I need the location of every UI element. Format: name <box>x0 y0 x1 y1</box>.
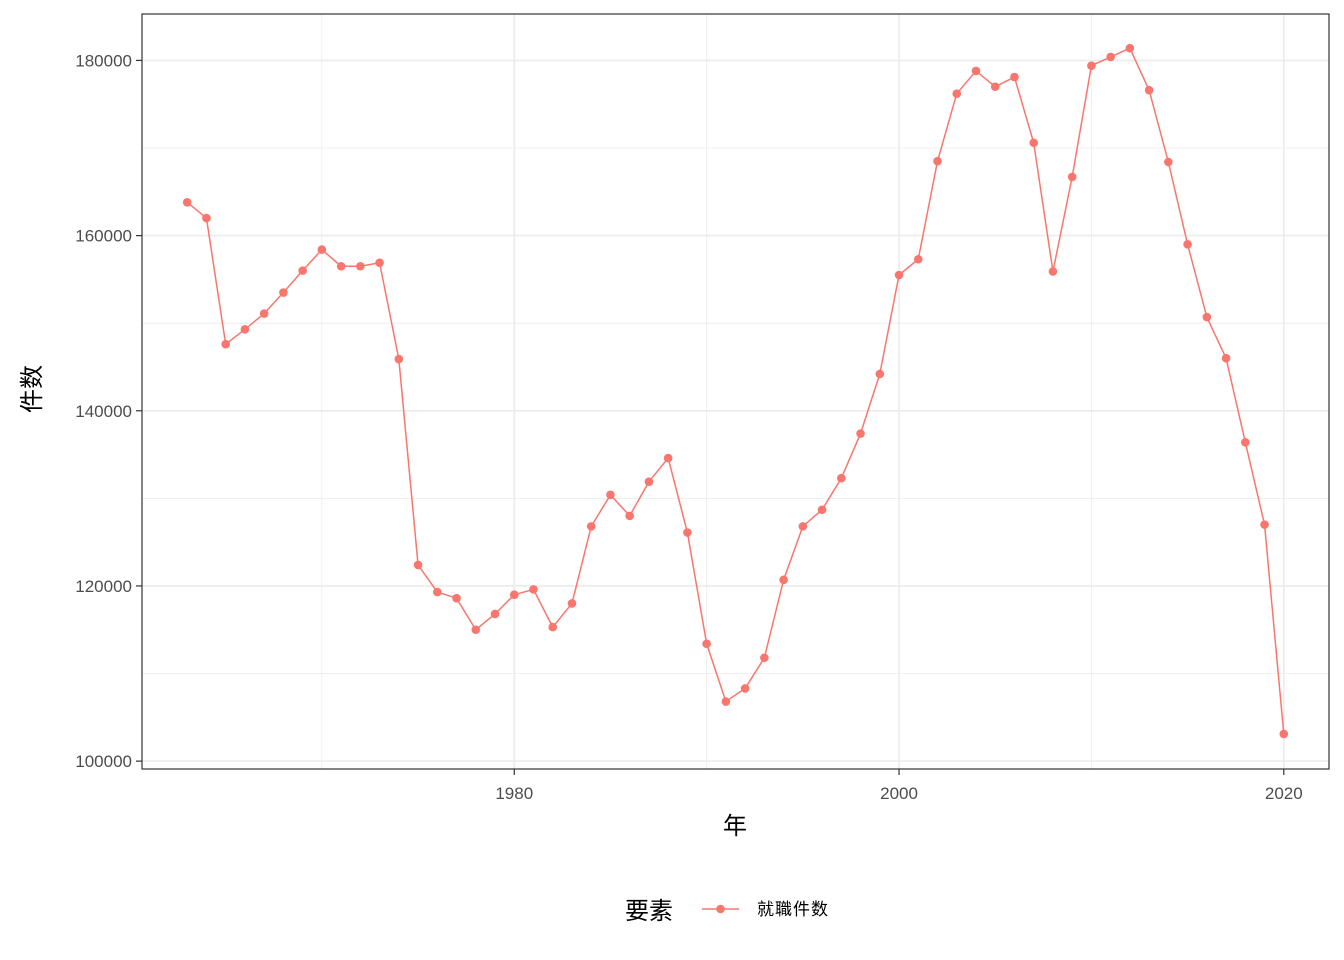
data-point <box>548 622 558 632</box>
data-point <box>221 339 230 349</box>
data-point <box>182 198 192 207</box>
data-point <box>740 684 750 693</box>
minor-gridlines <box>142 14 1329 769</box>
data-point <box>894 270 904 280</box>
y-tick-label: 160000 <box>75 227 132 246</box>
data-point <box>240 325 250 334</box>
x-tick-labels: 1980 2000 2020 <box>495 784 1302 803</box>
data-point <box>529 585 538 594</box>
legend-entries: 就職件数 <box>702 900 829 920</box>
data-point <box>1279 729 1289 739</box>
data-point <box>259 309 269 318</box>
data-point <box>837 473 846 483</box>
data-point <box>952 89 962 98</box>
data-point <box>913 254 923 264</box>
data-point <box>317 245 327 254</box>
axis-ticks <box>136 59 1285 775</box>
data-point <box>1144 85 1154 95</box>
data-point <box>760 653 769 663</box>
data-point <box>490 609 500 619</box>
data-point <box>1183 240 1192 249</box>
data-point <box>644 477 654 487</box>
y-tick-label: 140000 <box>75 402 132 421</box>
data-point <box>1260 520 1269 529</box>
data-point <box>1202 312 1212 322</box>
data-point <box>606 490 615 500</box>
data-point <box>202 213 211 223</box>
data-point <box>433 587 442 597</box>
data-point <box>1241 438 1250 447</box>
data-point <box>509 590 519 599</box>
data-point <box>702 639 711 649</box>
x-tick-label: 2020 <box>1265 784 1303 803</box>
x-tick-label: 2000 <box>880 784 918 803</box>
data-point <box>586 522 596 531</box>
data-point <box>279 288 288 297</box>
data-point <box>856 429 865 438</box>
data-point <box>663 453 673 463</box>
data-point <box>1125 43 1135 53</box>
legend-entry-label: 就職件数 <box>757 900 829 920</box>
x-axis-title: 年 <box>723 812 747 840</box>
series-layer <box>182 43 1289 739</box>
x-tick-label: 1980 <box>495 784 533 803</box>
data-point <box>990 82 1000 91</box>
data-point <box>394 354 404 364</box>
data-point <box>1106 52 1115 62</box>
data-point <box>779 575 788 585</box>
legend-key-point <box>716 904 725 914</box>
data-point <box>721 697 731 706</box>
data-point <box>452 593 461 603</box>
y-tick-label: 180000 <box>75 51 132 70</box>
data-point <box>375 258 384 268</box>
data-point <box>567 599 577 608</box>
data-point <box>298 266 307 275</box>
y-tick-label: 120000 <box>75 577 132 596</box>
data-point <box>336 261 346 271</box>
legend: 要素 就職件数 <box>625 897 829 925</box>
data-point <box>817 505 827 515</box>
y-tick-labels: 100000 120000 140000 160000 180000 <box>75 51 132 771</box>
data-point <box>1164 157 1173 167</box>
data-point <box>625 511 634 521</box>
data-point <box>471 625 481 635</box>
legend-title: 要素 <box>625 897 673 925</box>
y-axis-title: 件数 <box>18 365 46 413</box>
major-gridlines <box>142 14 1329 769</box>
data-point <box>413 560 423 570</box>
data-point <box>798 522 808 531</box>
data-point <box>356 261 365 271</box>
data-point <box>1087 61 1096 70</box>
data-point <box>1010 72 1019 82</box>
data-point <box>1048 267 1058 276</box>
data-point <box>971 66 981 76</box>
series-line <box>186 47 1285 735</box>
data-point <box>683 528 692 537</box>
data-point <box>1067 172 1077 182</box>
data-point <box>875 369 885 379</box>
data-point <box>1029 138 1038 148</box>
panel-border <box>141 13 1330 770</box>
data-point <box>1221 353 1231 363</box>
data-point <box>933 156 942 166</box>
y-tick-label: 100000 <box>75 752 132 771</box>
